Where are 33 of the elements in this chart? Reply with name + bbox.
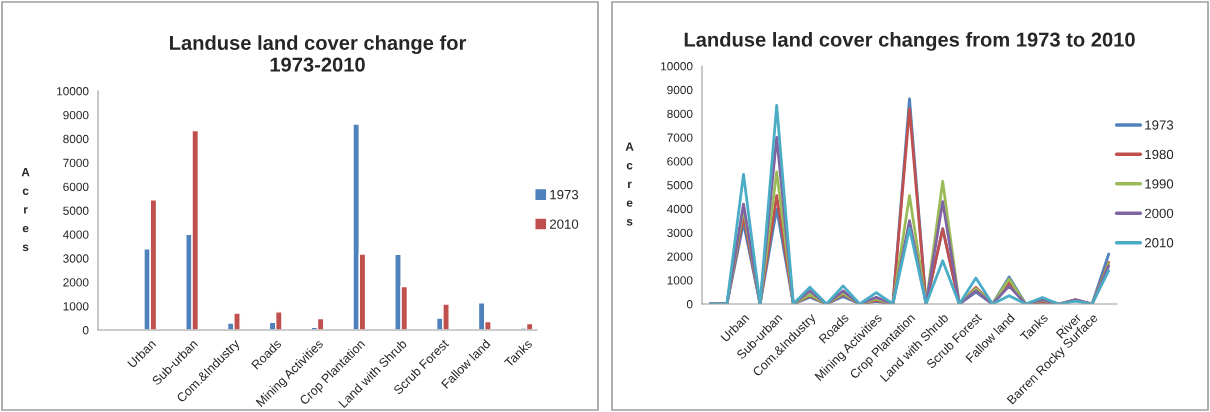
y-tick-label: 4000 [666,204,693,214]
chart-title: Landuse land cover changes from 1973 to 2010 [684,31,1135,51]
y-tick-label: 1000 [63,302,89,311]
y-tick-label: 7000 [667,133,693,142]
y-tick-label: 9000 [63,110,89,120]
y-axis-title: Acres [21,168,30,252]
y-tick-label: 2000 [63,278,89,287]
y-tick-label: 3000 [63,254,89,263]
legend-label: 2000 [1144,208,1174,218]
legend-label: 1973 [550,189,579,200]
y-tick-label: 10000 [57,87,89,96]
y-tick-label: 1000 [667,276,693,285]
y-tick-label: 6000 [63,182,89,191]
y-tick-label: 8000 [63,134,89,144]
y-tick-label: 3000 [667,228,693,237]
y-axis-title: Acres [625,142,634,226]
y-tick-label: 6000 [667,157,693,166]
y-tick-label: 2000 [667,252,693,261]
legend-label: 2010 [549,219,579,229]
y-tick-label: 0 [82,326,89,335]
legend-label: 1990 [1145,179,1174,189]
y-tick-label: 7000 [63,158,89,168]
y-tick-label: 5000 [63,206,89,215]
y-tick-label: 5000 [667,181,693,190]
y-tick-label: 8000 [667,109,693,118]
y-tick-label: 4000 [62,230,89,239]
y-tick-label: 9000 [667,85,693,95]
legend-label: 1980 [1145,149,1174,160]
y-tick-label: 0 [686,300,693,309]
chart-title: Landuse land cover change for 1973-2010 [170,35,467,72]
legend-label: 1973 [1145,120,1174,130]
legend-label: 2010 [1144,238,1174,248]
y-tick-label: 10000 [661,62,693,71]
